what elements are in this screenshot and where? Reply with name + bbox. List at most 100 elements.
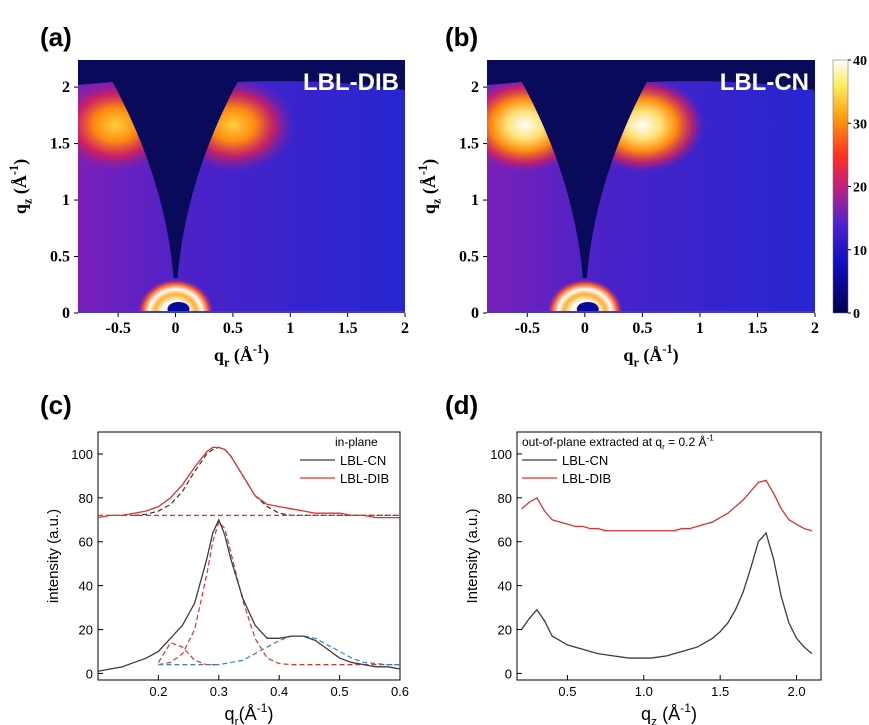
scattering-image — [487, 81, 815, 313]
label-part: q — [623, 345, 633, 365]
label-part: -1 — [253, 342, 263, 356]
x-tick-label: 0 — [581, 320, 589, 337]
x-tick-label: 0.5 — [223, 320, 243, 337]
x-tick-label: -0.5 — [105, 320, 130, 337]
legend-label: LBL-DIB — [340, 471, 389, 486]
y-tick-label: 1 — [471, 192, 479, 209]
label-part: Intensity (a.u.) — [464, 508, 481, 603]
y-axis-label: qz (Å-1) — [7, 159, 35, 214]
x-tick-label: 0.5 — [632, 320, 652, 337]
y-tick-label: 1.5 — [459, 136, 479, 153]
y-tick-label: 100 — [71, 447, 93, 462]
data-line — [521, 531, 813, 659]
label-part: -1 — [416, 165, 430, 175]
legend-label: LBL-CN — [340, 453, 386, 468]
y-tick-label: 0 — [505, 666, 512, 681]
beamstop — [576, 302, 599, 313]
label-part: z — [651, 714, 657, 725]
y-tick-label: 0.5 — [50, 249, 70, 266]
plot-frame — [97, 431, 401, 681]
plot-frame — [516, 431, 822, 681]
y-tick-label: 1.5 — [50, 136, 70, 153]
beamstop — [167, 302, 190, 313]
label-part: q — [641, 704, 651, 724]
legend-label: LBL-CN — [562, 453, 608, 468]
y-tick-label: 40 — [498, 579, 512, 594]
y-axis-label: intensity (a.u.) — [45, 509, 62, 603]
colorbar-tick-label: 0 — [853, 307, 860, 322]
x-tick-label: -0.5 — [515, 320, 540, 337]
label-part: ) — [10, 159, 31, 165]
panel-label: (c) — [40, 390, 72, 420]
fit-curve — [157, 641, 219, 666]
label-part: r — [235, 714, 239, 725]
x-tick-label: 1.5 — [747, 320, 767, 337]
label-part: q — [225, 704, 235, 724]
panel-label: (b) — [445, 22, 478, 52]
label-part: q — [214, 345, 224, 365]
y-axis-label: qz (Å-1) — [416, 159, 444, 214]
data-line — [97, 518, 401, 672]
y-tick-label: 100 — [490, 447, 512, 462]
label-part: q — [419, 204, 439, 214]
x-tick-label: 1.5 — [711, 684, 729, 699]
label-part: -1 — [662, 342, 672, 356]
y-tick-label: 2 — [62, 79, 70, 96]
panel-label: (a) — [40, 22, 72, 52]
annotation: out-of-plane extracted at qr = 0.2 Å-1 — [522, 434, 714, 452]
label-part: -1 — [7, 165, 21, 175]
label-part: -1 — [680, 701, 691, 715]
y-tick-label: 1 — [62, 192, 70, 209]
label-part: ) — [267, 704, 273, 724]
label-part: r — [662, 443, 665, 452]
x-tick-label: 0.5 — [558, 684, 576, 699]
legend-title: in-plane — [335, 435, 378, 449]
colorbar-tick-label: 10 — [853, 244, 867, 259]
colorbar-tick-label: 40 — [853, 54, 867, 69]
x-tick-label: 0 — [172, 320, 180, 337]
data-line — [521, 479, 813, 532]
colorbar-tick-label: 30 — [853, 117, 867, 132]
sample-label: LBL-DIB — [303, 69, 399, 96]
x-tick-label: 2.0 — [788, 684, 806, 699]
label-part: ) — [691, 704, 697, 724]
fit-curve — [158, 520, 400, 666]
ring-intensity — [137, 279, 214, 313]
y-tick-label: 2 — [471, 79, 479, 96]
y-tick-label: 40 — [79, 579, 93, 594]
x-axis-label: qz (Å-1) — [641, 701, 697, 725]
x-tick-label: 0.4 — [270, 684, 288, 699]
x-tick-label: 2 — [811, 320, 819, 337]
scattering-image — [78, 81, 405, 313]
label-part: = 0.2 Å — [665, 434, 707, 449]
colorbar-tick-label: 20 — [853, 181, 867, 196]
x-tick-label: 1 — [286, 320, 294, 337]
label-part: (Å — [639, 345, 663, 366]
label-part: r — [224, 355, 230, 369]
y-tick-label: 0 — [471, 305, 479, 322]
label-part: -1 — [257, 701, 268, 715]
label-part: (Å — [10, 175, 31, 199]
x-tick-label: 1 — [696, 320, 704, 337]
x-axis-label: qr (Å-1) — [214, 342, 269, 370]
y-tick-label: 60 — [79, 535, 93, 550]
label-part: -1 — [707, 434, 715, 443]
label-part: (Å — [657, 704, 680, 724]
data-line — [97, 446, 400, 519]
label-part: r — [633, 355, 639, 369]
y-tick-label: 0 — [86, 666, 93, 681]
legend-label: LBL-DIB — [562, 471, 611, 486]
x-tick-label: 1.5 — [338, 320, 358, 337]
colorbar — [832, 59, 849, 314]
label-part: (Å — [229, 345, 253, 366]
y-axis-label: Intensity (a.u.) — [464, 508, 481, 603]
label-part: out-of-plane extracted at q — [522, 435, 662, 449]
y-tick-label: 80 — [79, 491, 93, 506]
y-tick-label: 0 — [62, 305, 70, 322]
label-part: (Å — [239, 704, 257, 724]
label-part: ) — [673, 345, 679, 366]
x-tick-label: 1.0 — [635, 684, 653, 699]
fit-curve — [158, 635, 400, 666]
